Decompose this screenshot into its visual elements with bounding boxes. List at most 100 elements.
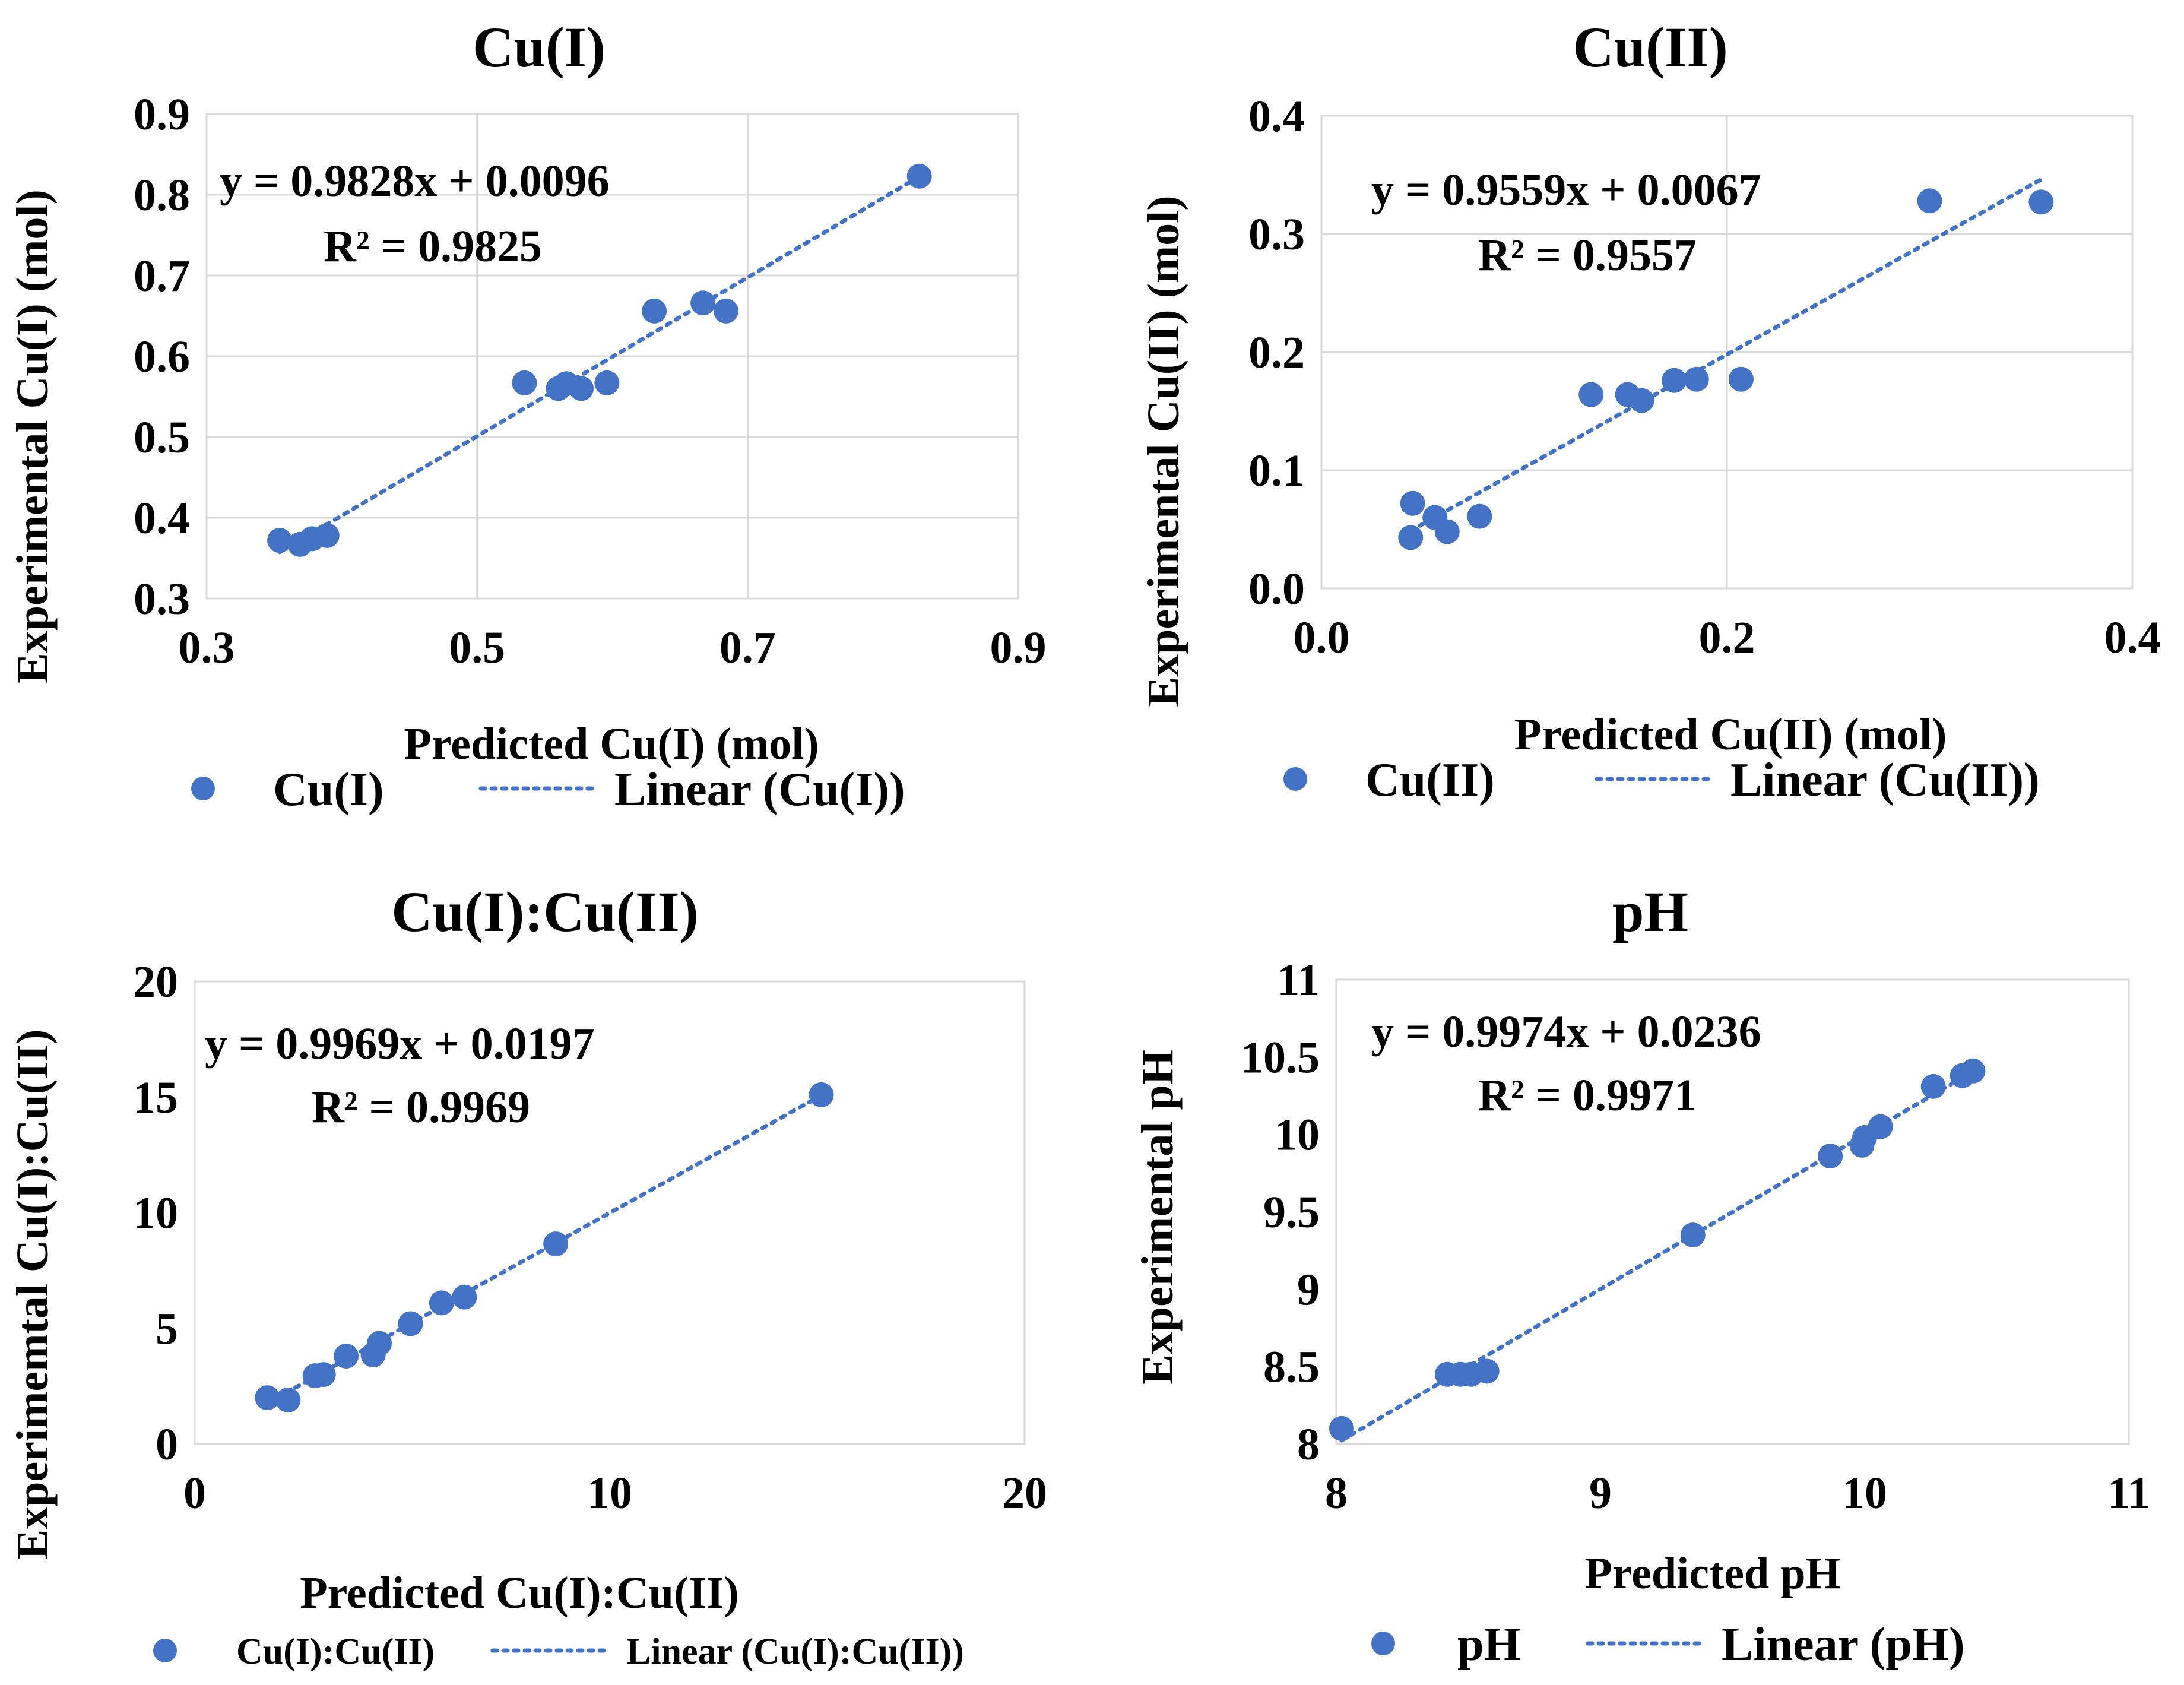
x-axis-label: Predicted pH [1584, 1548, 1840, 1598]
x-tick-label: 0.2 [1699, 613, 1755, 663]
y-tick-label: 10.5 [1241, 1032, 1320, 1082]
data-point [1917, 188, 1942, 214]
legend-entry-trendline: Linear (Cu(I)) [614, 764, 905, 816]
chart-title: Cu(I):Cu(II) [391, 880, 698, 943]
data-point [429, 1290, 454, 1316]
y-tick-label: 9.5 [1263, 1187, 1320, 1237]
legend-entry-series: Cu(II) [1365, 754, 1495, 806]
y-tick-label: 0.5 [134, 413, 190, 463]
y-tick-label: 8 [1297, 1420, 1320, 1469]
legend-marker [1283, 767, 1307, 791]
y-tick-label: 15 [133, 1073, 178, 1123]
x-axis-label: Predicted Cu(II) (mol) [1514, 710, 1947, 759]
legend-entry-series: Cu(I) [273, 764, 384, 816]
x-tick-label: 0.3 [179, 623, 235, 673]
y-tick-label: 0.2 [1248, 328, 1305, 378]
y-tick-label: 20 [133, 957, 178, 1007]
y-axis-label: Experimental Cu(I) (mol) [8, 189, 58, 683]
trendline-equation: y = 0.9828x + 0.0096 [220, 156, 610, 206]
chart-panel-1: Cu(I) 0.3 0.5 0.7 0.9 0.3 0.4 0.5 0.6 0.7 0.8 0.9 Pr… [8, 15, 1047, 816]
data-point [713, 298, 738, 324]
trendline [265, 1093, 823, 1405]
y-tick-label: 0.9 [134, 90, 190, 140]
data-point [543, 1231, 569, 1257]
y-tick-label: 0.6 [134, 332, 190, 382]
x-tick-label: 0 [183, 1468, 206, 1518]
trendline [277, 175, 922, 555]
data-point [1434, 519, 1460, 544]
legend-marker [1371, 1632, 1395, 1655]
data-point [310, 1362, 336, 1388]
data-point [275, 1387, 301, 1412]
y-tick-label: 0.8 [134, 170, 190, 220]
data-point [398, 1311, 423, 1336]
y-tick-label: 10 [133, 1189, 178, 1239]
trendline-equation: y = 0.9974x + 0.0236 [1371, 1007, 1761, 1057]
x-tick-label: 9 [1589, 1468, 1612, 1518]
chart-panel-3: Cu(I):Cu(II) 0 10 20 0 5 10 15 20 Predicted Cu(I)… [8, 880, 1047, 1672]
data-point [1728, 366, 1754, 392]
chart-title: pH [1612, 880, 1688, 943]
legend-entry-series: pH [1457, 1619, 1521, 1671]
legend-entry-trendline: Linear (Cu(II)) [1730, 754, 2040, 806]
x-tick-label: 0.5 [449, 623, 505, 673]
data-point [334, 1343, 359, 1369]
data-point [1329, 1415, 1354, 1441]
data-point [1680, 1222, 1706, 1248]
plot-frame [1335, 978, 2130, 1445]
data-point [642, 298, 667, 324]
legend-marker [191, 777, 215, 800]
x-tick-label: 8 [1325, 1468, 1348, 1518]
data-point [314, 522, 340, 548]
x-axis-label: Predicted Cu(I) (mol) [404, 719, 819, 769]
x-tick-label: 20 [1002, 1468, 1047, 1518]
y-tick-label: 0.4 [1248, 91, 1305, 141]
x-axis-label: Predicted Cu(I):Cu(II) [300, 1568, 739, 1618]
trendline-equation: y = 0.9559x + 0.0067 [1371, 165, 1761, 215]
data-point [1474, 1358, 1500, 1384]
legend-marker [153, 1639, 177, 1662]
chart-panel-4: pH 8 9 10 11 8 8.5 9 9.5 10 10.5 11 Predicted pH Expe… [1133, 880, 2150, 1671]
x-tick-label: 10 [587, 1468, 632, 1518]
trendline [1408, 177, 2043, 533]
data-point [1868, 1114, 1893, 1139]
chart-title: Cu(I) [473, 15, 606, 79]
data-point [1400, 490, 1425, 516]
x-tick-label: 0.9 [990, 623, 1047, 673]
y-tick-label: 8.5 [1263, 1342, 1320, 1392]
y-tick-label: 0.0 [1248, 564, 1305, 614]
data-point [809, 1082, 834, 1107]
data-point [1920, 1073, 1946, 1099]
chart-title: Cu(II) [1573, 15, 1727, 79]
data-point [906, 163, 932, 189]
y-tick-label: 0 [156, 1420, 178, 1469]
data-point [452, 1284, 477, 1310]
x-tick-label: 0.4 [2104, 613, 2161, 663]
y-tick-label: 5 [156, 1304, 178, 1354]
y-tick-label: 0.3 [1248, 210, 1305, 259]
data-point [255, 1385, 280, 1411]
r-squared-label: R² = 0.9825 [324, 221, 542, 271]
r-squared-label: R² = 0.9971 [1478, 1070, 1697, 1120]
data-point [1960, 1058, 1986, 1084]
y-tick-label: 11 [1277, 955, 1320, 1005]
data-point [1818, 1144, 1843, 1169]
y-axis-label: Experimental Cu(II) (mol) [1139, 195, 1188, 707]
y-axis-label: Experimemtal Cu(I):Cu(II) [8, 1030, 58, 1560]
y-axis-label: Experimental pH [1133, 1050, 1183, 1385]
data-point [1578, 382, 1604, 407]
legend-entry-trendline: Linear (pH) [1722, 1619, 1965, 1671]
y-tick-label: 9 [1297, 1265, 1320, 1315]
data-point [1629, 388, 1654, 413]
y-tick-label: 0.1 [1248, 446, 1305, 496]
r-squared-label: R² = 0.9557 [1478, 230, 1697, 280]
data-point [690, 290, 716, 316]
x-tick-label: 10 [1842, 1468, 1887, 1518]
data-point [267, 528, 293, 553]
data-point [594, 370, 620, 395]
data-point [1684, 366, 1709, 392]
data-point [367, 1331, 392, 1356]
x-tick-label: 0.7 [719, 623, 776, 673]
trendline-equation: y = 0.9969x + 0.0197 [205, 1019, 595, 1069]
